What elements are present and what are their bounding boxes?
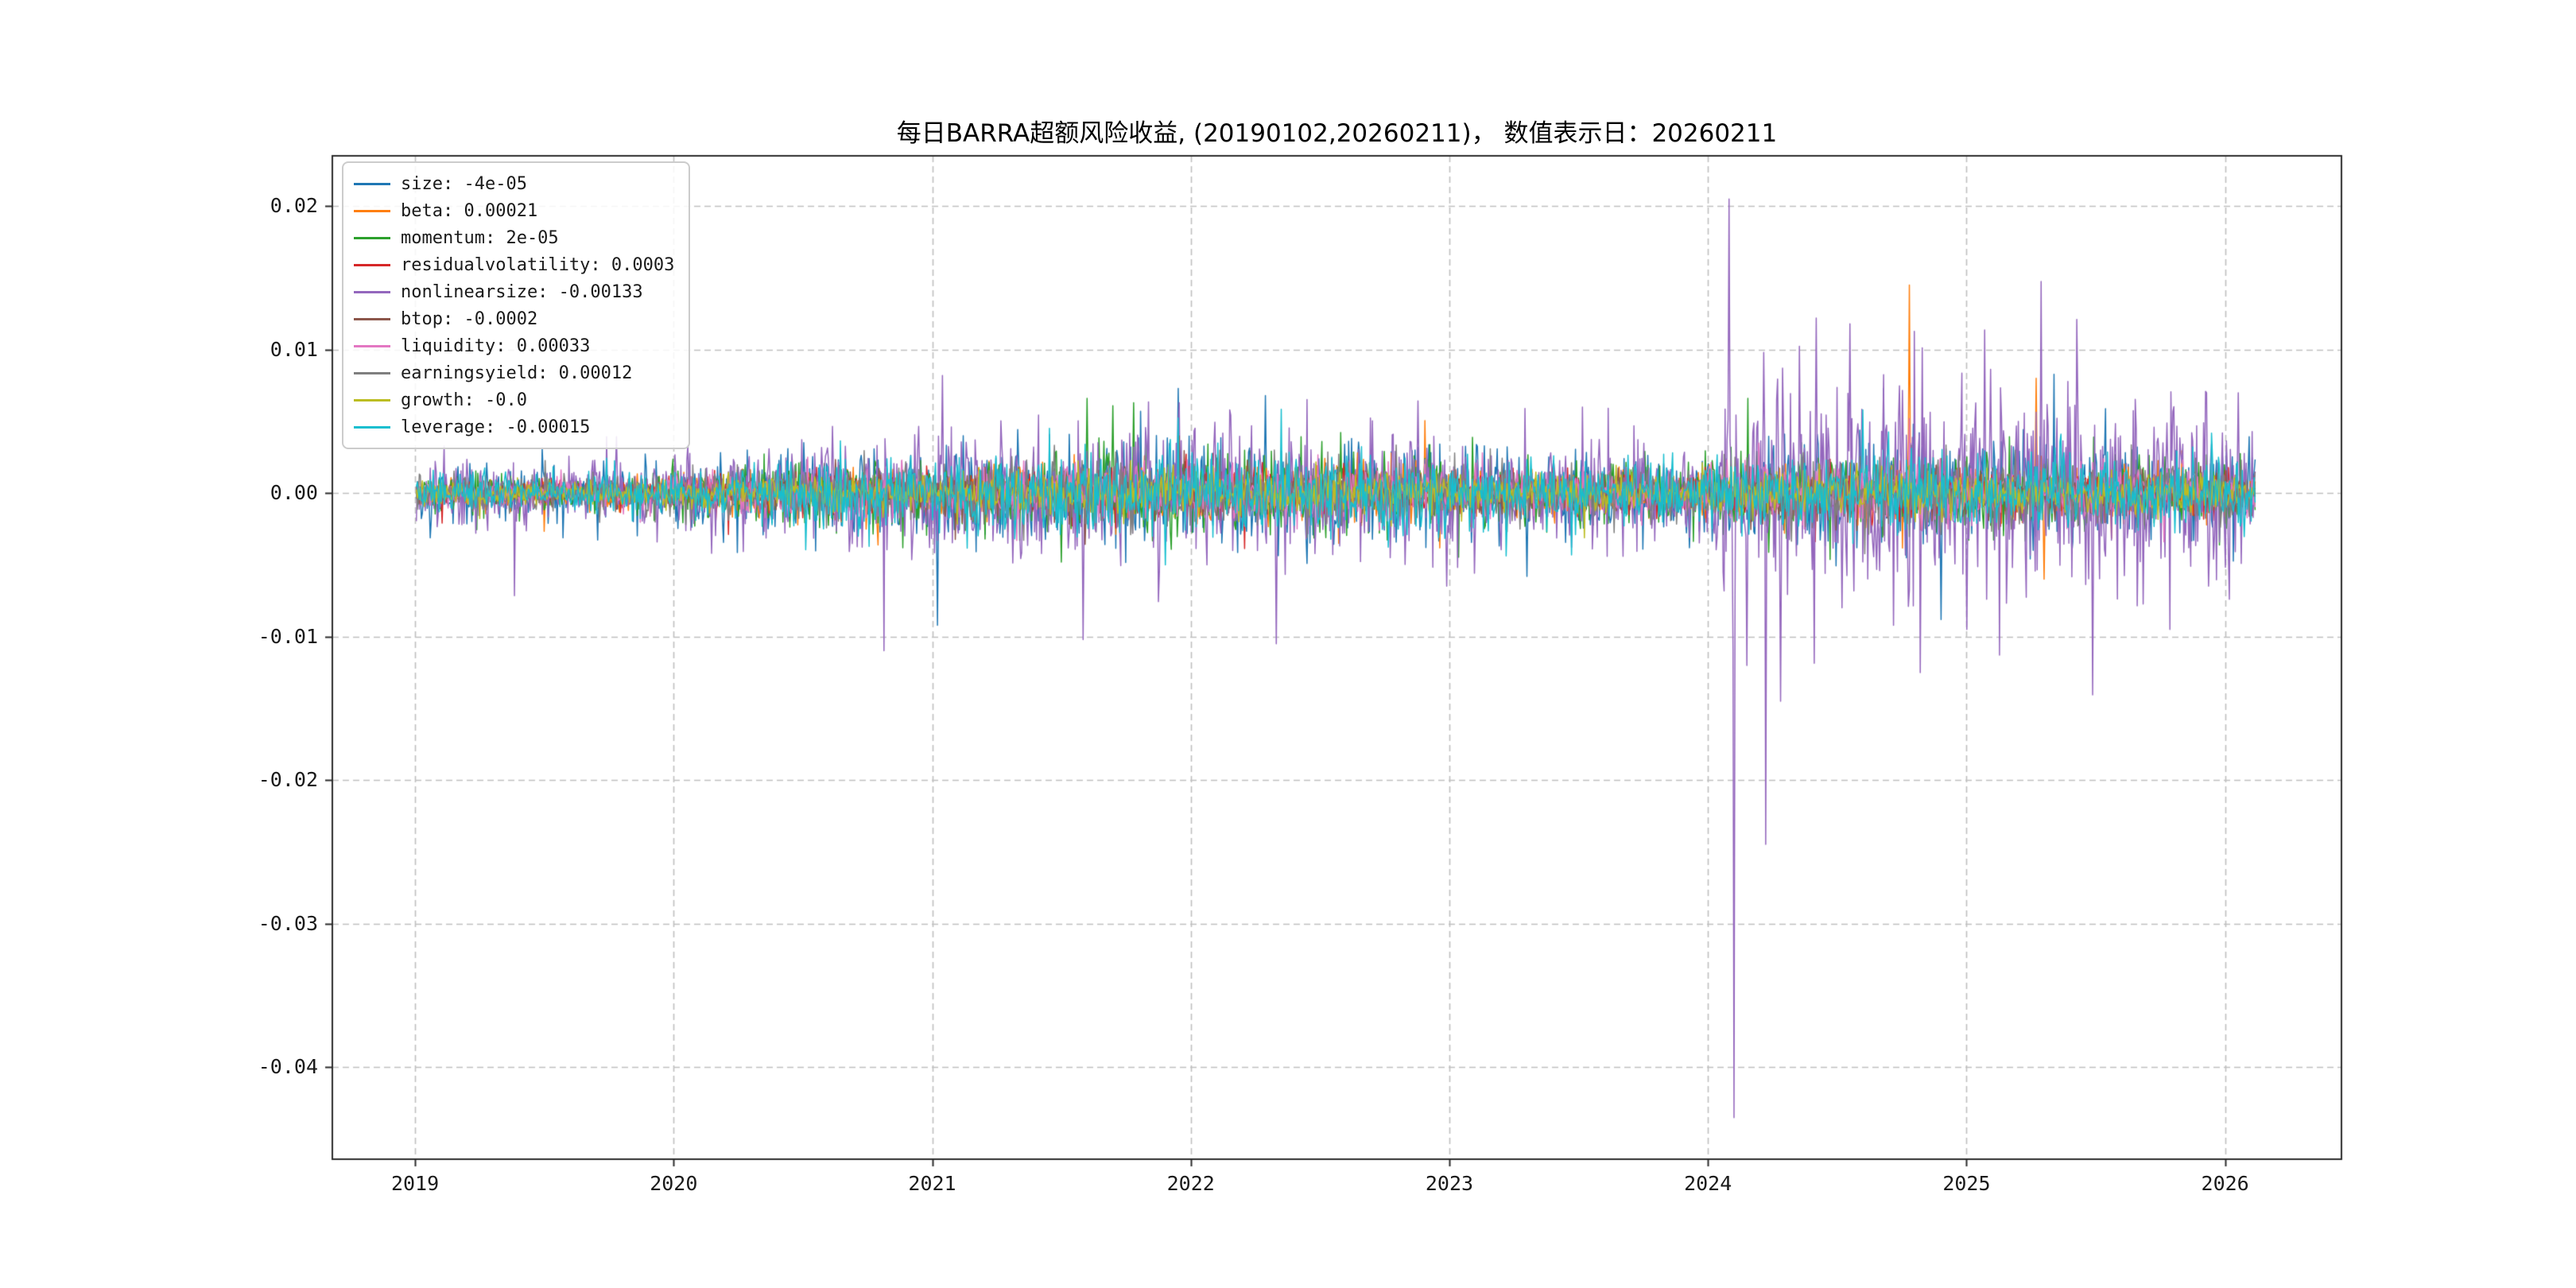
x-tick-label: 2020 bbox=[650, 1172, 698, 1195]
legend-label: nonlinearsize: -0.00133 bbox=[401, 281, 643, 302]
legend-item-momentum: momentum: 2e-05 bbox=[354, 224, 674, 251]
legend: size: -4e-05 beta: 0.00021 momentum: 2e-05… bbox=[342, 161, 691, 449]
x-tick-label: 2026 bbox=[2201, 1172, 2249, 1195]
legend-label: growth: -0.0 bbox=[401, 390, 527, 410]
y-tick-label: -0.02 bbox=[258, 768, 318, 792]
y-tick-label: -0.04 bbox=[258, 1055, 318, 1079]
legend-item-liquidity: liquidity: 0.00033 bbox=[354, 332, 674, 359]
y-tick-label: -0.03 bbox=[258, 911, 318, 935]
x-tick-label: 2023 bbox=[1425, 1172, 1474, 1195]
legend-line-swatch bbox=[354, 317, 390, 320]
y-tick-label: 0.01 bbox=[270, 337, 318, 361]
legend-item-size: size: -4e-05 bbox=[354, 170, 674, 197]
legend-label: leverage: -0.00015 bbox=[401, 417, 591, 437]
legend-label: btop: -0.0002 bbox=[401, 308, 538, 329]
x-tick-label: 2022 bbox=[1166, 1172, 1215, 1195]
legend-line-swatch bbox=[354, 209, 390, 212]
legend-item-earningsyield: earningsyield: 0.00012 bbox=[354, 359, 674, 386]
legend-line-swatch bbox=[354, 344, 390, 347]
legend-item-nonlinearsize: nonlinearsize: -0.00133 bbox=[354, 278, 674, 305]
legend-label: liquidity: 0.00033 bbox=[401, 336, 591, 356]
legend-line-swatch bbox=[354, 236, 390, 239]
y-tick-label: 0.00 bbox=[270, 481, 318, 505]
legend-label: size: -4e-05 bbox=[401, 173, 527, 194]
legend-line-swatch bbox=[354, 263, 390, 266]
chart-title: 每日BARRA超额风险收益, (20190102,20260211)， 数值表示… bbox=[896, 119, 1778, 148]
legend-line-swatch bbox=[354, 182, 390, 185]
legend-item-residualvolatility: residualvolatility: 0.0003 bbox=[354, 251, 674, 278]
y-tick-label: 0.02 bbox=[270, 194, 318, 218]
legend-label: residualvolatility: 0.0003 bbox=[401, 254, 675, 275]
legend-line-swatch bbox=[354, 290, 390, 293]
legend-item-growth: growth: -0.0 bbox=[354, 386, 674, 413]
legend-item-leverage: leverage: -0.00015 bbox=[354, 413, 674, 440]
legend-item-btop: btop: -0.0002 bbox=[354, 305, 674, 332]
x-tick-label: 2025 bbox=[1942, 1172, 1991, 1195]
legend-line-swatch bbox=[354, 425, 390, 429]
x-tick-label: 2019 bbox=[390, 1172, 440, 1195]
x-tick-label: 2024 bbox=[1684, 1172, 1732, 1195]
y-tick-label: -0.01 bbox=[258, 624, 318, 648]
legend-label: momentum: 2e-05 bbox=[401, 227, 559, 248]
legend-line-swatch bbox=[354, 398, 390, 402]
x-tick-label: 2021 bbox=[908, 1172, 956, 1195]
legend-line-swatch bbox=[354, 371, 390, 374]
legend-label: beta: 0.00021 bbox=[401, 200, 538, 221]
legend-label: earningsyield: 0.00012 bbox=[401, 363, 633, 383]
legend-item-beta: beta: 0.00021 bbox=[354, 197, 674, 224]
